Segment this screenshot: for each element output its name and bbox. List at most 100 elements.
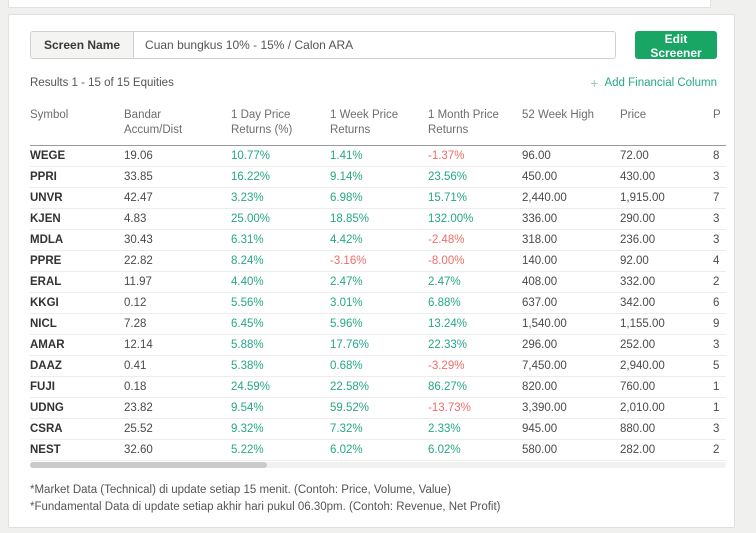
cell-clipped: 3 xyxy=(713,334,726,356)
cell-week: 59.52% xyxy=(330,397,428,419)
table-row[interactable]: NICL 7.28 6.45% 5.96% 13.24% 1,540.00 1,155.00… xyxy=(30,313,726,335)
column-header[interactable]: 1 Week Price Returns xyxy=(330,103,428,146)
horizontal-scrollbar-track[interactable] xyxy=(30,461,726,468)
table-row[interactable]: ERAL 11.97 4.40% 2.47% 2.47% 408.00 332.00 2 xyxy=(30,271,726,293)
column-header[interactable]: 1 Month Price Returns xyxy=(428,103,522,146)
table-row[interactable]: WEGE 19.06 10.77% 1.41% -1.37% 96.00 72.00 8 xyxy=(30,145,726,167)
cell-symbol[interactable]: WEGE xyxy=(30,145,124,167)
cell-clipped: 2 xyxy=(713,271,726,293)
cell-high: 408.00 xyxy=(522,271,620,293)
cell-week: 6.02% xyxy=(330,439,428,461)
cell-symbol[interactable]: PPRI xyxy=(30,166,124,188)
table-row[interactable]: NEST 32.60 5.22% 6.02% 6.02% 580.00 282.00 2 xyxy=(30,439,726,461)
table-row[interactable]: UDNG 23.82 9.54% 59.52% -13.73% 3,390.00 2,010… xyxy=(30,397,726,419)
screen-name-group: Screen Name xyxy=(30,31,616,59)
add-financial-column-link[interactable]: + Add Financial Column xyxy=(590,76,717,90)
cell-day: 8.24% xyxy=(231,250,330,272)
cell-day: 24.59% xyxy=(231,376,330,398)
cell-symbol[interactable]: NEST xyxy=(30,439,124,461)
table-row[interactable]: UNVR 42.47 3.23% 6.98% 15.71% 2,440.00 1,915.0… xyxy=(30,187,726,209)
cell-symbol[interactable]: PPRE xyxy=(30,250,124,272)
cell-day: 3.23% xyxy=(231,187,330,209)
cell-symbol[interactable]: UNVR xyxy=(30,187,124,209)
column-header[interactable]: 1 Day Price Returns (%) xyxy=(231,103,330,146)
cell-month: 2.47% xyxy=(428,271,522,293)
table-row[interactable]: PPRI 33.85 16.22% 9.14% 23.56% 450.00 430.00 3 xyxy=(30,166,726,188)
cell-symbol[interactable]: UDNG xyxy=(30,397,124,419)
cell-symbol[interactable]: MDLA xyxy=(30,229,124,251)
cell-month: -13.73% xyxy=(428,397,522,419)
cell-high: 318.00 xyxy=(522,229,620,251)
table-row[interactable]: MDLA 30.43 6.31% 4.42% -2.48% 318.00 236.00 3 xyxy=(30,229,726,251)
previous-card-edge xyxy=(8,0,711,8)
table-scroll-area[interactable]: Symbol Bandar Accum/Dist 1 Day Price Retur… xyxy=(30,103,726,461)
table-row[interactable]: KJEN 4.83 25.00% 18.85% 132.00% 336.00 290.00 3 xyxy=(30,208,726,230)
cell-high: 336.00 xyxy=(522,208,620,230)
cell-bandar: 11.97 xyxy=(124,271,231,293)
cell-symbol[interactable]: CSRA xyxy=(30,418,124,440)
cell-price: 72.00 xyxy=(620,145,713,167)
cell-clipped: 2 xyxy=(713,439,726,461)
cell-high: 450.00 xyxy=(522,166,620,188)
cell-day: 5.88% xyxy=(231,334,330,356)
horizontal-scrollbar-thumb[interactable] xyxy=(30,461,267,468)
cell-clipped: 7 xyxy=(713,187,726,209)
cell-bandar: 0.41 xyxy=(124,355,231,377)
table-row[interactable]: FUJI 0.18 24.59% 22.58% 86.27% 820.00 760.00 1 xyxy=(30,376,726,398)
cell-high: 140.00 xyxy=(522,250,620,272)
cell-bandar: 23.82 xyxy=(124,397,231,419)
cell-symbol[interactable]: ERAL xyxy=(30,271,124,293)
table-row[interactable]: CSRA 25.52 9.32% 7.32% 2.33% 945.00 880.00 3 xyxy=(30,418,726,440)
cell-month: 22.33% xyxy=(428,334,522,356)
cell-symbol[interactable]: KKGI xyxy=(30,292,124,314)
cell-symbol[interactable]: DAAZ xyxy=(30,355,124,377)
cell-day: 4.40% xyxy=(231,271,330,293)
cell-bandar: 22.82 xyxy=(124,250,231,272)
cell-symbol[interactable]: NICL xyxy=(30,313,124,335)
results-summary: Results 1 - 15 of 15 Equities xyxy=(30,77,174,89)
table-row[interactable]: AMAR 12.14 5.88% 17.76% 22.33% 296.00 252.00 3 xyxy=(30,334,726,356)
cell-month: 132.00% xyxy=(428,208,522,230)
cell-high: 96.00 xyxy=(522,145,620,167)
cell-week: 0.68% xyxy=(330,355,428,377)
edit-screener-button[interactable]: Edit Screener xyxy=(635,31,717,60)
cell-symbol[interactable]: AMAR xyxy=(30,334,124,356)
column-header[interactable]: P xyxy=(713,103,726,146)
cell-high: 296.00 xyxy=(522,334,620,356)
cell-month: 86.27% xyxy=(428,376,522,398)
cell-bandar: 12.14 xyxy=(124,334,231,356)
equities-table: Symbol Bandar Accum/Dist 1 Day Price Retur… xyxy=(30,103,726,461)
table-row[interactable]: KKGI 0.12 5.56% 3.01% 6.88% 637.00 342.00 6 xyxy=(30,292,726,314)
cell-day: 9.32% xyxy=(231,418,330,440)
cell-high: 820.00 xyxy=(522,376,620,398)
cell-month: 15.71% xyxy=(428,187,522,209)
column-header[interactable]: Bandar Accum/Dist xyxy=(124,103,231,146)
cell-bandar: 0.12 xyxy=(124,292,231,314)
cell-day: 6.45% xyxy=(231,313,330,335)
column-header[interactable]: Price xyxy=(620,103,713,146)
cell-clipped: 5 xyxy=(713,355,726,377)
cell-day: 6.31% xyxy=(231,229,330,251)
cell-price: 2,010.00 xyxy=(620,397,713,419)
cell-bandar: 4.83 xyxy=(124,208,231,230)
screen-name-label: Screen Name xyxy=(31,32,135,58)
table-row[interactable]: DAAZ 0.41 5.38% 0.68% -3.29% 7,450.00 2,940.00… xyxy=(30,355,726,377)
cell-month: 23.56% xyxy=(428,166,522,188)
footnote-fundamental-data: *Fundamental Data di update setiap akhir… xyxy=(30,500,501,513)
results-bar: Results 1 - 15 of 15 Equities + Add Fina… xyxy=(30,76,717,90)
cell-month: -2.48% xyxy=(428,229,522,251)
screen-name-input[interactable] xyxy=(134,32,615,58)
screener-results-card: Screen Name Edit Screener Results 1 - 15… xyxy=(8,14,735,528)
table-row[interactable]: PPRE 22.82 8.24% -3.16% -8.00% 140.00 92.00 4 xyxy=(30,250,726,272)
cell-symbol[interactable]: KJEN xyxy=(30,208,124,230)
cell-week: 18.85% xyxy=(330,208,428,230)
cell-symbol[interactable]: FUJI xyxy=(30,376,124,398)
column-header[interactable]: 52 Week High xyxy=(522,103,620,146)
cell-week: -3.16% xyxy=(330,250,428,272)
cell-high: 3,390.00 xyxy=(522,397,620,419)
column-header[interactable]: Symbol xyxy=(30,103,124,146)
cell-price: 760.00 xyxy=(620,376,713,398)
cell-week: 5.96% xyxy=(330,313,428,335)
footnotes: *Market Data (Technical) di update setia… xyxy=(30,482,713,515)
